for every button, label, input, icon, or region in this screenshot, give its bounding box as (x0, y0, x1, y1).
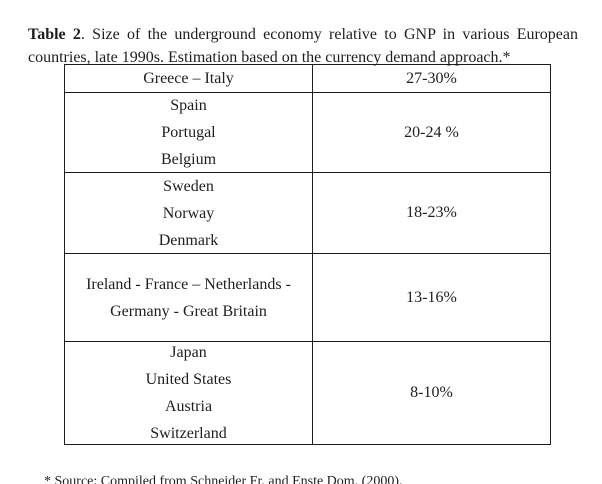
countries-cell: Greece – Italy (65, 65, 313, 92)
country-line: United States (145, 371, 232, 388)
countries-cell: Sweden Norway Denmark (65, 173, 313, 253)
country-line: Greece – Italy (143, 70, 234, 87)
value-text: 8-10% (410, 384, 453, 401)
value-cell: 8-10% (313, 342, 550, 444)
country-line: Belgium (160, 151, 217, 168)
country-line: Norway (162, 204, 215, 222)
country-line: Switzerland (150, 425, 227, 442)
value-text: 27-30% (406, 69, 457, 87)
country-line: Germany - Great Britain (110, 302, 267, 320)
value-cell: 20-24 % (313, 93, 550, 172)
value-cell: 18-23% (313, 173, 550, 253)
country-line: Spain (170, 97, 207, 114)
value-cell: 27-30% (313, 65, 550, 92)
underground-economy-table: Greece – Italy 27-30% Spain Portugal Bel… (64, 64, 551, 445)
value-text: 13-16% (406, 288, 457, 306)
table-row: Sweden Norway Denmark 18-23% (65, 172, 550, 253)
caption-table-label: Table 2 (28, 26, 81, 43)
countries-cell: Japan United States Austria Switzerland (65, 342, 313, 444)
value-text: 20-24 % (404, 123, 459, 141)
table-row: Japan United States Austria Switzerland … (65, 341, 550, 444)
table-caption: Table 2. Size of the underground economy… (28, 23, 578, 69)
countries-cell: Spain Portugal Belgium (65, 93, 313, 172)
value-text: 18-23% (406, 204, 457, 221)
country-line: Austria (164, 398, 213, 415)
table-row: Ireland - France – Netherlands - Germany… (65, 253, 550, 341)
value-cell: 13-16% (313, 254, 550, 341)
countries-cell: Ireland - France – Netherlands - Germany… (65, 254, 313, 341)
country-line: Sweden (163, 177, 214, 195)
table-row: Spain Portugal Belgium 20-24 % (65, 92, 550, 172)
country-line: Portugal (161, 124, 216, 141)
table-row: Greece – Italy 27-30% (65, 65, 550, 92)
country-line: Ireland - France – Netherlands - (86, 275, 291, 293)
source-footnote: * Source: Compiled from Schneider Fr. an… (44, 474, 403, 484)
country-line: Japan (170, 344, 207, 361)
caption-text: . Size of the underground economy relati… (28, 26, 579, 66)
country-line: Denmark (158, 231, 219, 249)
